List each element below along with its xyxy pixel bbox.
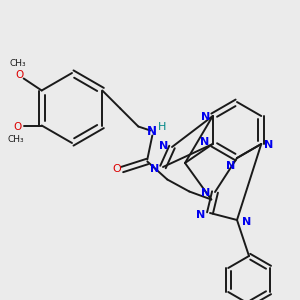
Text: O: O	[14, 122, 22, 133]
Text: N: N	[147, 125, 157, 138]
Text: N: N	[196, 210, 206, 220]
Text: N: N	[226, 161, 236, 171]
Text: N: N	[264, 140, 273, 150]
Text: O: O	[16, 70, 24, 80]
Text: H: H	[158, 122, 166, 131]
Text: CH₃: CH₃	[9, 59, 26, 68]
Text: N: N	[201, 188, 211, 198]
Text: N: N	[159, 141, 169, 151]
Text: N: N	[200, 137, 209, 147]
Text: N: N	[242, 217, 252, 227]
Text: N: N	[201, 112, 210, 122]
Text: CH₃: CH₃	[8, 135, 24, 144]
Text: O: O	[112, 164, 121, 175]
Text: N: N	[150, 164, 160, 174]
